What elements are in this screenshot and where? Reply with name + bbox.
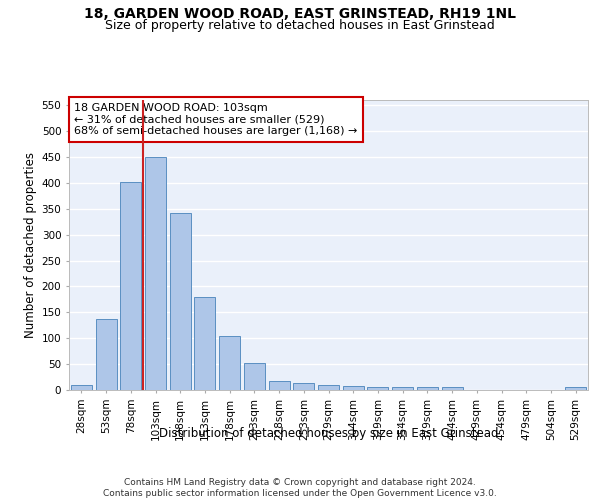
Text: 18 GARDEN WOOD ROAD: 103sqm
← 31% of detached houses are smaller (529)
68% of se: 18 GARDEN WOOD ROAD: 103sqm ← 31% of det… (74, 103, 358, 136)
Bar (71, 385, 92, 390)
Bar (269, 381, 290, 390)
Text: Size of property relative to detached houses in East Grinstead: Size of property relative to detached ho… (105, 18, 495, 32)
Bar (219, 336, 240, 390)
Y-axis label: Number of detached properties: Number of detached properties (25, 152, 37, 338)
Text: 18, GARDEN WOOD ROAD, EAST GRINSTEAD, RH19 1NL: 18, GARDEN WOOD ROAD, EAST GRINSTEAD, RH… (84, 8, 516, 22)
Bar (293, 384, 314, 390)
Bar (417, 388, 438, 390)
Bar (120, 182, 141, 390)
Bar (244, 362, 265, 390)
Bar (392, 388, 413, 390)
Bar (194, 297, 215, 390)
Text: Distribution of detached houses by size in East Grinstead: Distribution of detached houses by size … (159, 428, 499, 440)
Bar (442, 388, 463, 390)
Bar (343, 386, 364, 390)
Bar (170, 213, 191, 390)
Bar (367, 388, 388, 390)
Text: Contains HM Land Registry data © Crown copyright and database right 2024.
Contai: Contains HM Land Registry data © Crown c… (103, 478, 497, 498)
Bar (565, 388, 586, 390)
Bar (145, 157, 166, 390)
Bar (95, 319, 116, 390)
Bar (318, 385, 339, 390)
